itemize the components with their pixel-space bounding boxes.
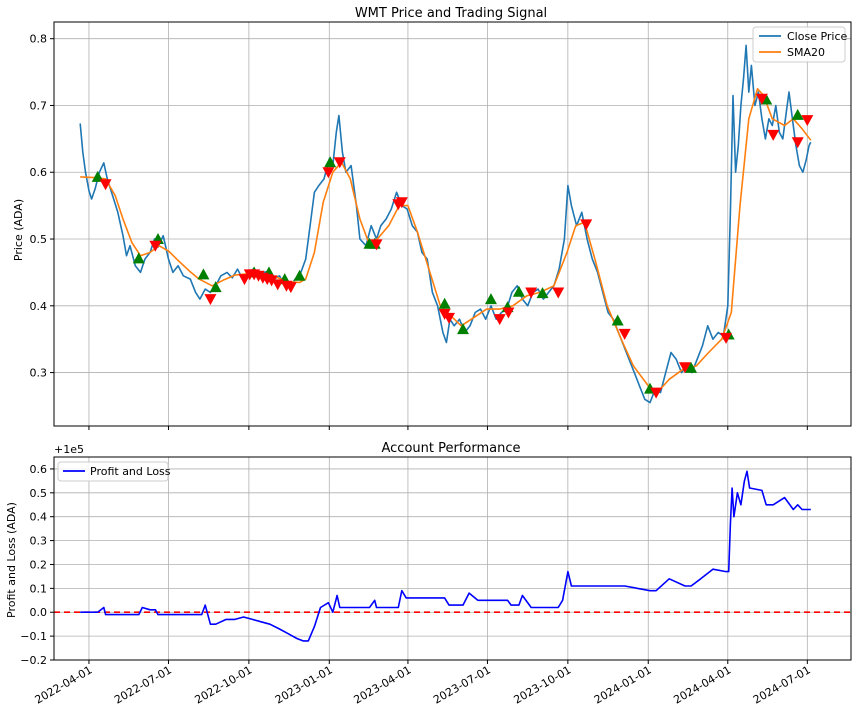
price-chart-title: WMT Price and Trading Signal	[355, 6, 547, 21]
buy-signal-marker	[197, 268, 210, 280]
sma20-line	[80, 88, 812, 395]
sell-signal-marker	[99, 179, 112, 191]
sell-signal-marker	[502, 307, 515, 319]
sell-signal-marker	[720, 332, 733, 344]
buy-signal-marker	[685, 361, 698, 373]
sell-signal-marker	[767, 129, 780, 141]
price-legend: Close Price SMA20	[752, 26, 848, 63]
buy-signal-marker	[132, 252, 145, 264]
sell-signal-marker	[271, 279, 284, 291]
price-series	[79, 44, 812, 404]
sell-signal-marker	[204, 294, 217, 306]
pnl-y-axis-label: Profit and Loss (ADA)	[5, 502, 18, 618]
pnl-plot-frame	[53, 456, 852, 661]
price-y-ticks: 0.3 0.4 0.5 0.6 0.7 0.8	[30, 33, 54, 380]
price-y-tick-label: 0.5	[30, 233, 48, 246]
pnl-y-tick-label: −0.2	[20, 654, 47, 667]
sell-signal-marker	[238, 274, 251, 286]
sell-signal-marker	[493, 314, 506, 326]
buy-signal-marker	[324, 156, 337, 168]
sell-signal-marker	[370, 239, 383, 251]
price-grid	[54, 22, 851, 426]
sell-signal-marker	[265, 275, 278, 287]
price-y-tick-label: 0.8	[30, 33, 48, 46]
sell-signal-marker	[395, 197, 408, 209]
pnl-y-tick-label: 0.3	[30, 535, 48, 548]
pnl-offset-text: +1e5	[54, 443, 84, 456]
buy-signal-marker	[536, 287, 549, 299]
buy-signal-marker	[512, 285, 525, 297]
price-y-tick-label: 0.6	[30, 166, 48, 179]
pnl-y-tick-label: 0.0	[30, 606, 48, 619]
buy-signal-marker	[91, 170, 104, 182]
buy-signal-marker	[791, 108, 804, 120]
sell-signal-marker	[801, 115, 814, 127]
buy-signal-marker	[456, 323, 469, 335]
legend-sma20-label: SMA20	[787, 46, 825, 59]
buy-signal-marker	[209, 281, 222, 293]
pnl-y-tick-label: −0.1	[20, 630, 47, 643]
pnl-series	[54, 470, 851, 642]
sell-signal-marker	[755, 93, 768, 105]
sell-signal-marker	[650, 387, 663, 399]
price-y-tick-label: 0.4	[30, 300, 48, 313]
pnl-legend-box	[57, 461, 169, 482]
sell-signal-marker	[443, 312, 456, 324]
buy-signal-marker	[611, 314, 624, 326]
buy-signal-marker	[484, 293, 497, 305]
pnl-y-tick-label: 0.6	[30, 463, 48, 476]
sell-signal-marker	[525, 287, 538, 299]
pnl-y-tick-label: 0.4	[30, 511, 48, 524]
sell-signal-marker	[284, 282, 297, 294]
pnl-y-tick-label: 0.1	[30, 582, 48, 595]
sell-signal-marker	[552, 287, 565, 299]
price-y-tick-label: 0.3	[30, 367, 48, 380]
sell-signal-marker	[618, 328, 631, 340]
price-y-axis-label: Price (ADA)	[12, 199, 25, 261]
pnl-y-tick-label: 0.2	[30, 558, 48, 571]
pnl-y-ticks: −0.2 −0.1 0.0 0.1 0.2 0.3 0.4 0.5 0.6	[20, 463, 54, 667]
price-panel: WMT Price and Trading Signal Price (ADA)…	[12, 6, 852, 430]
signal-markers	[91, 93, 814, 399]
buy-signal-marker	[293, 269, 306, 281]
pnl-y-tick-label: 0.5	[30, 487, 48, 500]
sell-signal-marker	[678, 362, 691, 374]
pnl-legend: Profit and Loss	[57, 461, 171, 482]
legend-pnl-label: Profit and Loss	[90, 465, 171, 478]
sell-signal-marker	[333, 157, 346, 169]
pnl-chart-title: Account Performance	[381, 441, 520, 456]
legend-close-price-label: Close Price	[787, 30, 848, 43]
price-y-tick-label: 0.7	[30, 99, 48, 112]
sell-signal-marker	[322, 167, 335, 179]
sell-signal-marker	[791, 137, 804, 149]
sell-signal-marker	[149, 240, 162, 252]
price-x-ticks	[88, 426, 808, 430]
sell-signal-marker	[580, 219, 593, 231]
pnl-line	[80, 470, 811, 642]
price-plot-frame	[53, 21, 852, 427]
buy-signal-marker	[438, 297, 451, 309]
